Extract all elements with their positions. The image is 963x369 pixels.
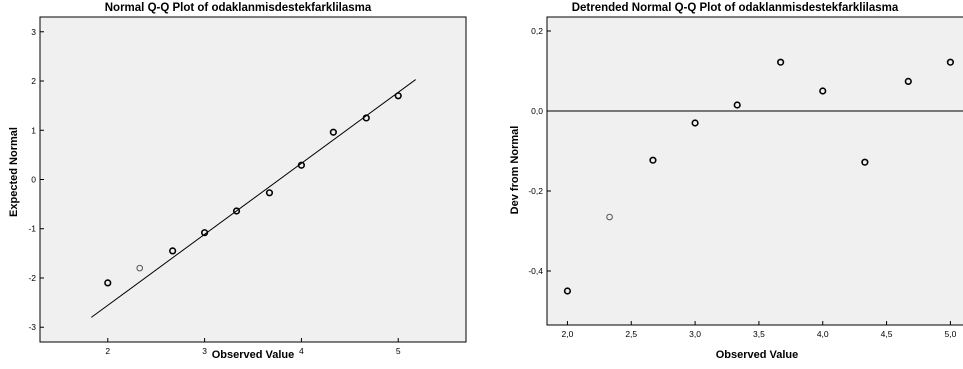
detrended-qq-plot-area <box>547 17 963 325</box>
normal-qq-y-tick-label: 0 <box>31 175 36 185</box>
normal-qq-y-tick-label: 2 <box>31 76 36 86</box>
detrended-qq-x-tick-label: 4,5 <box>881 329 893 339</box>
detrended-qq-y-tick-label: -0,2 <box>528 186 543 196</box>
normal-qq-x-tick-label: 4 <box>299 346 304 356</box>
normal-qq-chart: Normal Q-Q Plot of odaklanmisdestekfarkl… <box>8 2 466 361</box>
normal-qq-y-tick-label: -2 <box>28 273 36 283</box>
normal-qq-x-axis-label: Observed Value <box>212 349 295 361</box>
normal-qq-plot-area <box>40 17 466 342</box>
normal-qq-x-tick-label: 5 <box>396 346 401 356</box>
detrended-qq-y-tick-label: -0,4 <box>528 266 543 276</box>
detrended-qq-x-tick-label: 2,0 <box>562 329 574 339</box>
normal-qq-y-tick-label: -1 <box>28 224 36 234</box>
detrended-qq-x-tick-label: 2,5 <box>625 329 637 339</box>
detrended-qq-x-tick-label: 5,0 <box>944 329 956 339</box>
detrended-qq-title: Detrended Normal Q-Q Plot of odaklanmisd… <box>572 2 899 14</box>
normal-qq-title: Normal Q-Q Plot of odaklanmisdestekfarkl… <box>105 2 372 14</box>
detrended-qq-x-tick-label: 3,0 <box>689 329 701 339</box>
detrended-qq-y-axis-label: Dev from Normal <box>509 126 521 215</box>
detrended-qq-x-tick-label: 4,0 <box>817 329 829 339</box>
detrended-qq-x-axis-label: Observed Value <box>716 349 799 361</box>
normal-qq-y-tick-label: 3 <box>31 27 36 37</box>
detrended-qq-y-tick-label: 0,2 <box>531 26 543 36</box>
normal-qq-y-tick-label: 1 <box>31 125 36 135</box>
normal-qq-y-axis-label: Expected Normal <box>8 127 20 217</box>
normal-qq-x-tick-label: 2 <box>105 346 110 356</box>
detrended-qq-x-tick-label: 3,5 <box>753 329 765 339</box>
normal-qq-x-tick-label: 3 <box>202 346 207 356</box>
detrended-qq-chart: Detrended Normal Q-Q Plot of odaklanmisd… <box>509 2 963 361</box>
normal-qq-y-tick-label: -3 <box>28 322 36 332</box>
detrended-qq-y-tick-label: 0,0 <box>531 106 543 116</box>
